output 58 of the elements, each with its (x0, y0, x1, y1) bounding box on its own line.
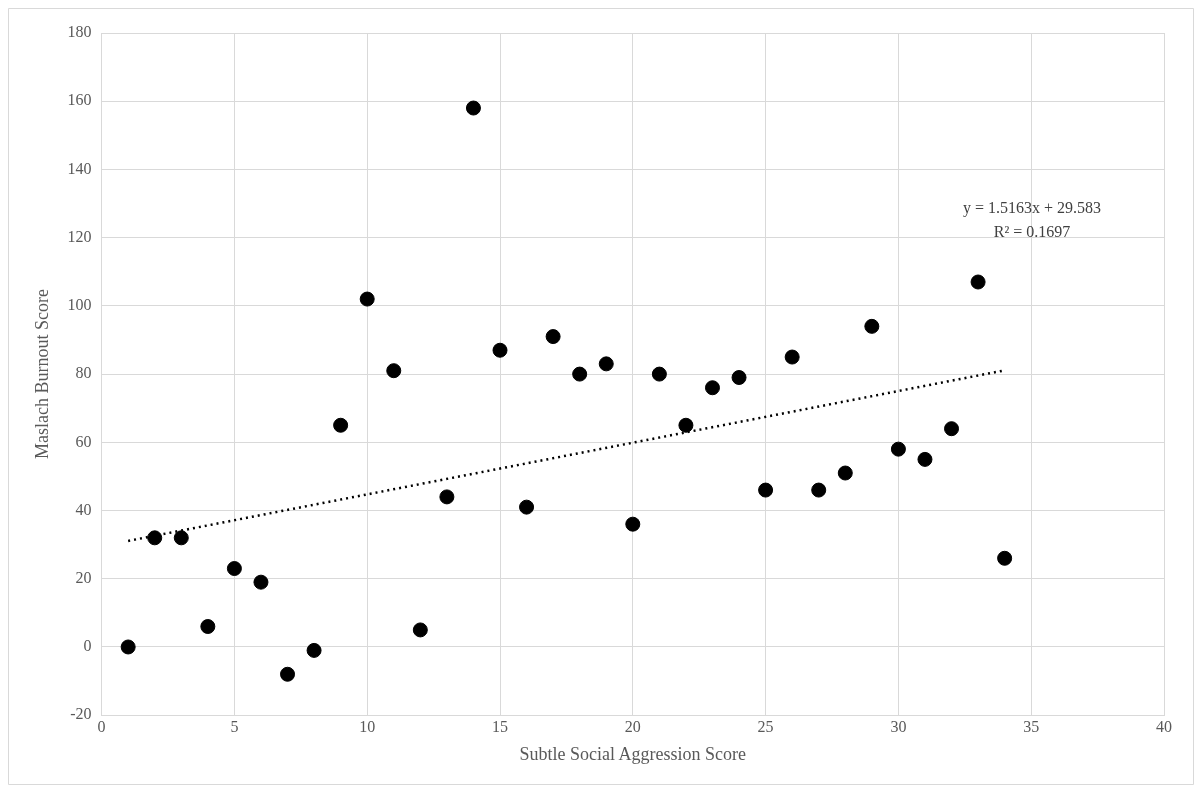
x-tick-label: 40 (1156, 718, 1172, 735)
x-tick-label: 0 (97, 718, 106, 735)
x-tick-label: 15 (492, 718, 508, 735)
point (970, 274, 986, 290)
x-tick-label: 25 (757, 718, 774, 735)
x-tick-label: 35 (1023, 718, 1040, 735)
x-tick-label: 10 (359, 718, 376, 735)
point (412, 622, 428, 638)
point (306, 642, 322, 658)
x-tick-label: 5 (230, 718, 239, 735)
point (651, 366, 667, 382)
y-tick-label: 180 (67, 23, 92, 41)
point (704, 380, 720, 396)
point (439, 489, 455, 505)
point (625, 516, 641, 532)
point (572, 366, 588, 382)
y-tick-label: 160 (67, 91, 92, 109)
point (864, 318, 880, 334)
point (173, 530, 189, 546)
point (678, 417, 694, 433)
point (731, 370, 747, 386)
point (200, 619, 216, 635)
point (333, 417, 349, 433)
point (465, 100, 481, 116)
y-axis-title: Maslach Burnout Score (31, 289, 52, 460)
point (917, 451, 933, 467)
annotation: y = 1.5163x + 29.583 (962, 199, 1102, 217)
x-tick-label: 20 (624, 718, 641, 735)
y-tick-label: 120 (67, 227, 92, 245)
point (359, 291, 375, 307)
point (120, 639, 136, 655)
x-axis-title: Subtle Social Aggression Score (519, 743, 747, 764)
point (890, 441, 906, 457)
point (492, 342, 508, 358)
point (758, 482, 774, 498)
point (784, 349, 800, 365)
point (811, 482, 827, 498)
x-tick-label: 30 (890, 718, 907, 735)
point (837, 465, 853, 481)
annotation: R² = 0.1697 (993, 223, 1071, 240)
point (519, 499, 535, 515)
y-tick-label: 100 (67, 296, 92, 314)
point (280, 666, 296, 682)
y-tick-label: 0 (83, 637, 92, 655)
point (997, 550, 1013, 566)
point (386, 363, 402, 379)
y-tick-label: 40 (75, 500, 92, 518)
y-tick-label: 80 (75, 364, 92, 382)
point (147, 530, 163, 546)
y-tick-label: -20 (70, 705, 92, 723)
point (253, 574, 269, 590)
point (944, 421, 960, 437)
point (545, 329, 561, 345)
point (226, 561, 242, 577)
y-tick-label: 20 (75, 568, 92, 586)
y-tick-label: 60 (75, 432, 92, 450)
point (598, 356, 614, 372)
y-tick-label: 140 (67, 159, 92, 177)
